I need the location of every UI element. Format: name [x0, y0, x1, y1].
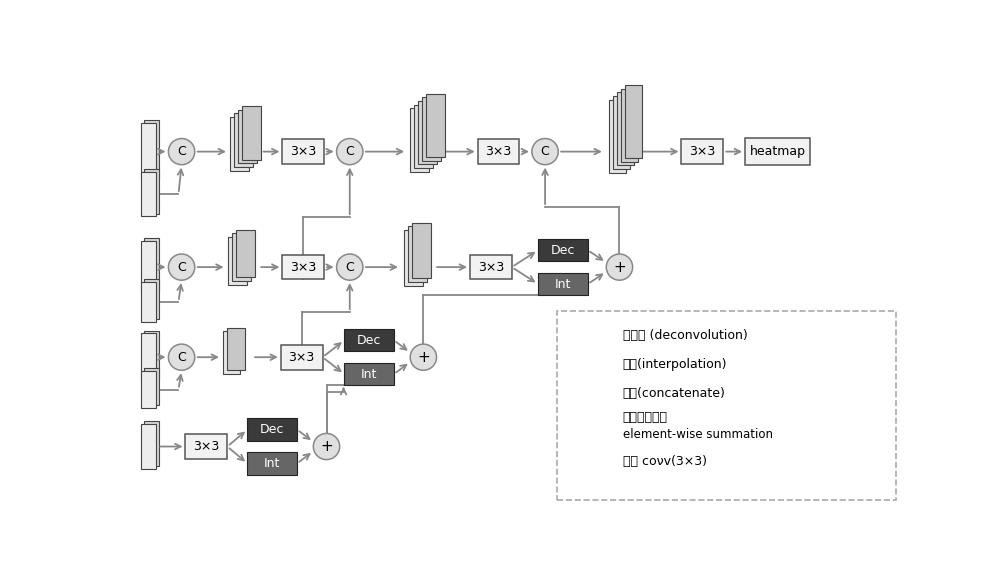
FancyBboxPatch shape [745, 138, 810, 165]
Text: 3×3: 3×3 [478, 261, 504, 274]
Text: heatmap: heatmap [750, 145, 806, 158]
FancyBboxPatch shape [228, 237, 247, 285]
Text: element-wise summation: element-wise summation [623, 428, 773, 440]
FancyBboxPatch shape [282, 139, 324, 164]
Circle shape [313, 433, 340, 460]
Text: 3×3: 3×3 [578, 456, 602, 466]
FancyBboxPatch shape [234, 113, 253, 167]
FancyBboxPatch shape [282, 255, 324, 279]
FancyBboxPatch shape [144, 331, 159, 378]
FancyBboxPatch shape [573, 355, 607, 375]
FancyBboxPatch shape [573, 325, 607, 346]
FancyBboxPatch shape [609, 100, 626, 173]
Text: C: C [177, 351, 186, 364]
FancyBboxPatch shape [185, 434, 227, 459]
FancyBboxPatch shape [613, 96, 630, 169]
FancyBboxPatch shape [470, 255, 512, 279]
FancyBboxPatch shape [281, 345, 323, 369]
FancyBboxPatch shape [144, 279, 159, 319]
Circle shape [410, 344, 437, 371]
Circle shape [168, 254, 195, 280]
Text: 卷积 coνv(3×3): 卷积 coνv(3×3) [623, 455, 707, 468]
FancyBboxPatch shape [144, 238, 159, 290]
FancyBboxPatch shape [426, 94, 445, 157]
Circle shape [168, 344, 195, 371]
Text: Dec: Dec [260, 423, 284, 436]
Text: 级联(concatenate): 级联(concatenate) [623, 387, 725, 400]
FancyBboxPatch shape [230, 117, 249, 171]
FancyBboxPatch shape [621, 89, 638, 162]
FancyBboxPatch shape [478, 139, 519, 164]
FancyBboxPatch shape [538, 239, 588, 261]
FancyBboxPatch shape [232, 233, 251, 281]
Text: +: + [320, 439, 333, 454]
FancyBboxPatch shape [140, 241, 156, 293]
Text: C: C [345, 145, 354, 158]
FancyBboxPatch shape [140, 371, 156, 408]
FancyBboxPatch shape [344, 329, 394, 351]
Text: Dec: Dec [357, 334, 381, 347]
Text: +: + [584, 418, 596, 432]
Text: +: + [613, 259, 626, 275]
Text: Int: Int [264, 457, 280, 470]
FancyBboxPatch shape [144, 120, 159, 178]
Text: Int: Int [555, 277, 571, 290]
Circle shape [606, 254, 633, 280]
FancyBboxPatch shape [681, 139, 723, 164]
Text: 按元素加操作: 按元素加操作 [623, 411, 668, 424]
Text: 插值(interpolation): 插值(interpolation) [623, 358, 727, 372]
Text: Dec: Dec [578, 329, 602, 342]
Text: 反卷积 (deconvolution): 反卷积 (deconvolution) [623, 329, 747, 342]
FancyBboxPatch shape [247, 452, 297, 475]
Text: Int: Int [582, 358, 598, 372]
Text: C: C [586, 387, 594, 400]
FancyBboxPatch shape [410, 108, 429, 171]
FancyBboxPatch shape [414, 105, 433, 168]
FancyBboxPatch shape [617, 92, 634, 165]
FancyBboxPatch shape [418, 101, 437, 164]
FancyBboxPatch shape [242, 106, 261, 160]
FancyBboxPatch shape [140, 424, 156, 469]
Circle shape [532, 139, 558, 165]
Circle shape [580, 415, 600, 435]
Text: 3×3: 3×3 [290, 261, 316, 274]
FancyBboxPatch shape [422, 98, 441, 161]
Circle shape [168, 139, 195, 165]
Text: +: + [417, 350, 430, 365]
FancyBboxPatch shape [140, 282, 156, 322]
Text: 3×3: 3×3 [689, 145, 716, 158]
FancyBboxPatch shape [404, 230, 423, 285]
Text: 3×3: 3×3 [193, 440, 220, 453]
FancyBboxPatch shape [144, 421, 159, 466]
Text: C: C [177, 145, 186, 158]
FancyBboxPatch shape [412, 223, 431, 278]
Text: 3×3: 3×3 [485, 145, 512, 158]
FancyBboxPatch shape [236, 230, 255, 277]
FancyBboxPatch shape [625, 85, 642, 158]
Circle shape [337, 254, 363, 280]
FancyBboxPatch shape [140, 123, 156, 180]
Text: 3×3: 3×3 [289, 351, 315, 364]
FancyBboxPatch shape [144, 368, 159, 406]
FancyBboxPatch shape [247, 418, 297, 440]
FancyBboxPatch shape [140, 333, 156, 381]
FancyBboxPatch shape [573, 451, 607, 471]
FancyBboxPatch shape [144, 169, 159, 214]
FancyBboxPatch shape [538, 273, 588, 295]
FancyBboxPatch shape [140, 171, 156, 216]
Text: C: C [177, 261, 186, 274]
Circle shape [580, 384, 600, 403]
FancyBboxPatch shape [223, 332, 240, 374]
FancyBboxPatch shape [238, 109, 257, 164]
Text: C: C [345, 261, 354, 274]
FancyBboxPatch shape [344, 363, 394, 385]
FancyBboxPatch shape [227, 328, 245, 370]
Text: Int: Int [361, 368, 377, 381]
FancyBboxPatch shape [408, 227, 427, 282]
Text: Dec: Dec [551, 244, 575, 257]
Text: C: C [541, 145, 549, 158]
FancyBboxPatch shape [557, 311, 896, 500]
Text: 3×3: 3×3 [290, 145, 316, 158]
Circle shape [337, 139, 363, 165]
